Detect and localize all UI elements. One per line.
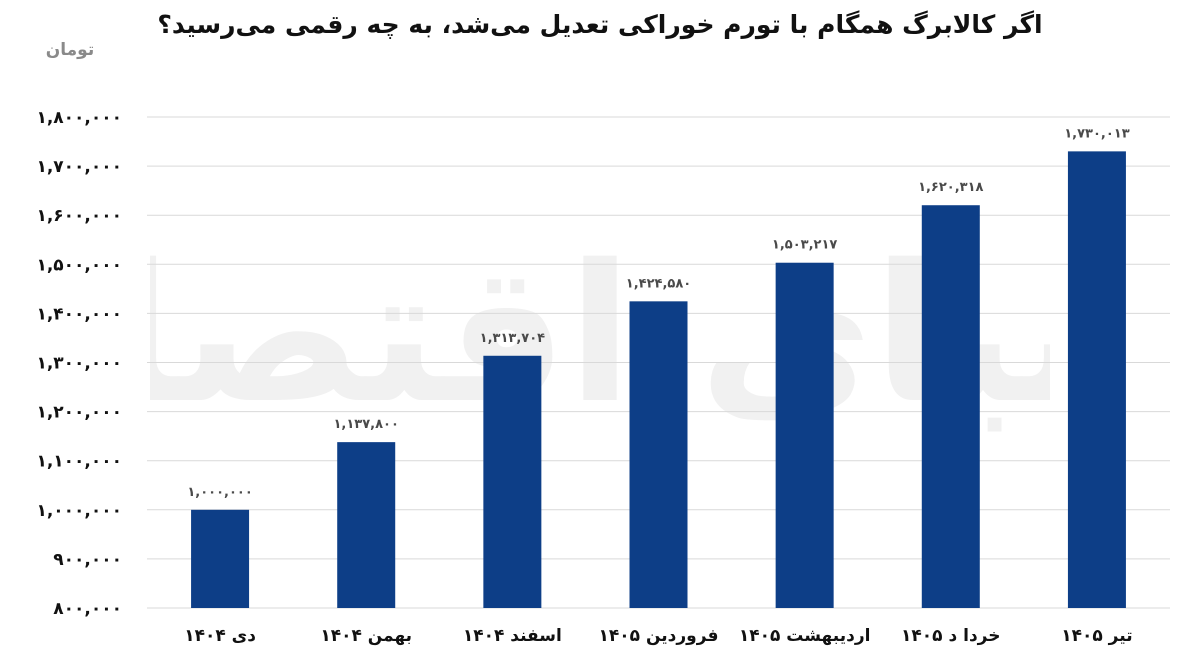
- bar: [775, 262, 834, 608]
- y-tick-label: ۱,۸۰۰,۰۰۰: [36, 108, 122, 128]
- x-tick-label: بهمن ۱۴۰۴: [320, 626, 412, 646]
- y-tick-label: ۱,۳۰۰,۰۰۰: [36, 354, 122, 374]
- y-tick-label: ۱,۵۰۰,۰۰۰: [36, 255, 122, 275]
- y-tick-label: ۹۰۰,۰۰۰: [53, 550, 122, 570]
- bar: [629, 301, 688, 608]
- chart-title: اگر کالابرگ همگام با تورم خوراکی تعدیل م…: [157, 10, 1043, 39]
- bar: [1067, 151, 1126, 608]
- x-tick-label: تیر ۱۴۰۵: [1061, 626, 1132, 646]
- bar: [921, 205, 980, 608]
- y-axis-unit-label: تومان: [45, 40, 95, 60]
- x-tick-label: اردیبهشت ۱۴۰۵: [739, 626, 871, 646]
- y-tick-label: ۸۰۰,۰۰۰: [53, 599, 122, 619]
- y-tick-label: ۱,۲۰۰,۰۰۰: [36, 403, 122, 423]
- x-tick-label: خردا د ۱۴۰۵: [901, 626, 1000, 646]
- data-label: ۱,۶۲۰,۳۱۸: [918, 180, 983, 195]
- x-tick-label: اسفند ۱۴۰۴: [463, 626, 562, 646]
- data-label: ۱,۷۳۰,۰۱۳: [1064, 126, 1129, 141]
- data-labels-group: ۱,۰۰۰,۰۰۰ ۱,۱۳۷,۸۰۰ ۱,۳۱۳,۷۰۴ ۱,۴۲۴,۵۸۰ ۱,۵۰…: [187, 126, 1129, 499]
- y-tick-label: ۱,۷۰۰,۰۰۰: [36, 157, 122, 177]
- data-label: ۱,۵۰۳,۲۱۷: [772, 238, 837, 253]
- y-tick-label: ۱,۴۰۰,۰۰۰: [36, 304, 122, 324]
- data-label: ۱,۱۳۷,۸۰۰: [334, 417, 399, 432]
- bar: [483, 355, 542, 608]
- bars-group: [191, 151, 1126, 608]
- x-axis-ticks: دی ۱۴۰۴ بهمن ۱۴۰۴ اسفند ۱۴۰۴ فروردین ۱۴۰۵ ار…: [184, 626, 1132, 646]
- bar: [337, 442, 396, 608]
- y-tick-label: ۱,۰۰۰,۰۰۰: [36, 501, 122, 521]
- x-tick-label: دی ۱۴۰۴: [184, 626, 256, 646]
- y-tick-label: ۱,۶۰۰,۰۰۰: [36, 206, 122, 226]
- data-label: ۱,۴۲۴,۵۸۰: [626, 276, 691, 291]
- data-label: ۱,۳۱۳,۷۰۴: [480, 331, 545, 346]
- y-tick-label: ۱,۱۰۰,۰۰۰: [36, 452, 122, 472]
- x-tick-label: فروردین ۱۴۰۵: [599, 626, 719, 646]
- bar: [191, 509, 250, 608]
- y-axis-ticks: ۸۰۰,۰۰۰ ۹۰۰,۰۰۰ ۱,۰۰۰,۰۰۰ ۱,۱۰۰,۰۰۰ ۱,۲۰۰,۰۰…: [36, 108, 122, 619]
- data-label: ۱,۰۰۰,۰۰۰: [187, 485, 252, 500]
